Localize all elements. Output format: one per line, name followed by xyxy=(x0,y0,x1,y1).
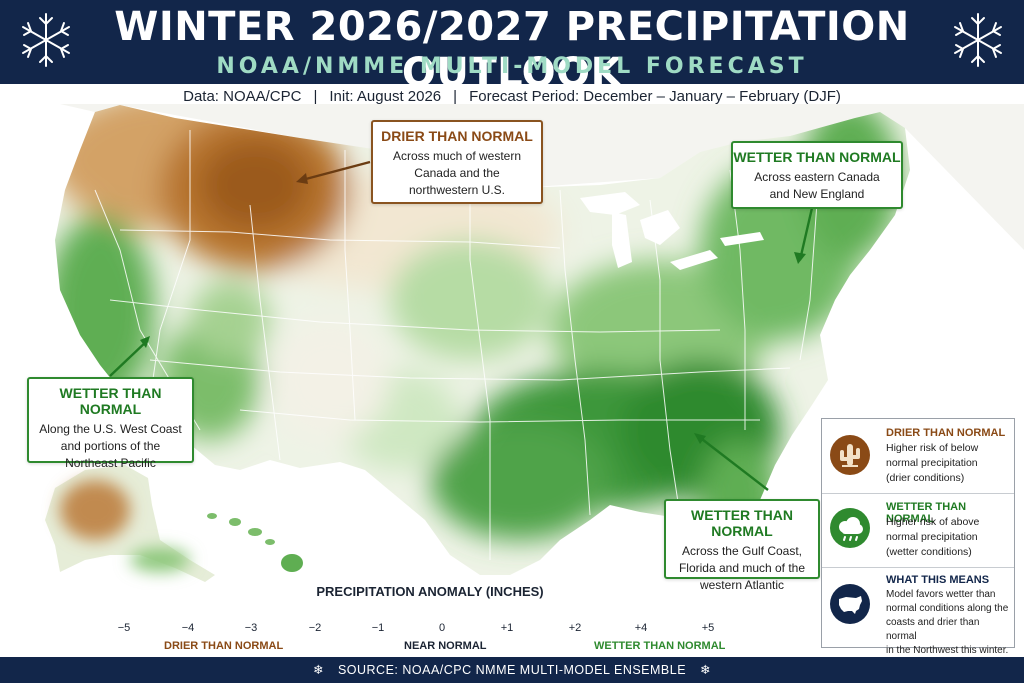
legend-row-meaning: WHAT THIS MEANS Model favors wetter than… xyxy=(822,567,1014,656)
callout-line: Across the Gulf Coast, xyxy=(681,544,803,558)
legend-line: (drier conditions) xyxy=(886,472,965,484)
legend-line: in the Northwest this winter. xyxy=(886,645,1009,656)
page-subtitle: NOAA/NMME MULTI-MODEL FORECAST xyxy=(216,54,808,79)
cactus-icon xyxy=(830,435,870,475)
legend-line: (wetter conditions) xyxy=(886,546,972,558)
legend-title: DRIER THAN NORMAL xyxy=(886,427,1006,439)
scale-tick-label: −2 xyxy=(308,622,322,634)
callout-title: DRIER THAN NORMAL xyxy=(381,128,533,144)
wetter-zone-label: WETTER THAN NORMAL xyxy=(594,640,726,652)
callout-line: Canada and the xyxy=(414,166,500,180)
scale-tick-label: 0 xyxy=(438,622,446,634)
callout-northwest-dry: DRIER THAN NORMAL Across much of western… xyxy=(371,120,543,204)
alaska-region xyxy=(45,465,215,582)
legend-title: WETTER THAN NORMAL xyxy=(886,501,967,525)
legend-line: normal conditions along the xyxy=(886,603,1009,614)
separator: | xyxy=(453,88,458,105)
scale-tick-label: −1 xyxy=(371,622,385,634)
data-source: Data: NOAA/CPC xyxy=(183,88,302,105)
arrow-northwest xyxy=(301,160,371,182)
arrow-gulf xyxy=(697,435,769,491)
callout-body: Across eastern Canada and New England xyxy=(733,169,901,203)
page-title: WINTER 2026/2027 PRECIPITATION OUTLOOK xyxy=(114,4,910,96)
callout-title: WETTER THAN NORMAL xyxy=(733,149,901,165)
scale-tick-label: −3 xyxy=(244,622,258,634)
init-date: Init: August 2026 xyxy=(329,88,442,105)
arrow-northeast xyxy=(798,207,814,261)
callout-line: Across eastern Canada xyxy=(754,170,880,184)
scale-tick-label: +2 xyxy=(568,622,582,634)
scale-tick-label: +4 xyxy=(634,622,648,634)
footer-bar: ❄ SOURCE: NOAA/CPC NMME MULTI-MODEL ENSE… xyxy=(0,657,1024,683)
legend-text: Higher risk of above normal precipitatio… xyxy=(886,515,1012,560)
callout-line: and portions of the xyxy=(60,439,161,453)
legend-row-wetter: WETTER THAN NORMAL Higher risk of above … xyxy=(822,493,1014,568)
callout-gulf-wet: WETTER THAN NORMAL Across the Gulf Coast… xyxy=(664,499,820,592)
snowflake-icon: ❄ xyxy=(312,663,324,677)
callout-line: Florida and much of the xyxy=(678,561,806,575)
callout-title: WETTER THAN NORMAL xyxy=(691,507,793,539)
callout-line: Along the U.S. West Coast xyxy=(39,422,182,436)
callout-title: WETTER THAN NORMAL xyxy=(59,385,162,417)
scale-tick-label: +5 xyxy=(701,622,715,634)
us-map-icon xyxy=(830,584,870,624)
legend-line: Model favors wetter than xyxy=(886,589,996,600)
rain-cloud-icon xyxy=(830,508,870,548)
snowflake-icon: ❄ xyxy=(700,663,712,677)
callout-line: Northeast Pacific xyxy=(65,456,156,470)
scale-tick-label: −4 xyxy=(181,622,195,634)
legend-line: coasts and drier than normal xyxy=(886,617,980,642)
callout-body: Across the Gulf Coast, Florida and much … xyxy=(666,543,818,594)
separator: | xyxy=(313,88,318,105)
callout-line: northwestern U.S. xyxy=(408,183,506,197)
callout-body: Across much of western Canada and the no… xyxy=(373,148,541,199)
legend-row-drier: DRIER THAN NORMAL Higher risk of below n… xyxy=(822,419,1014,493)
arrow-westcoast xyxy=(109,339,149,377)
great-lakes xyxy=(580,192,764,270)
callout-line: western Atlantic xyxy=(699,578,785,592)
legend-panel: DRIER THAN NORMAL Higher risk of below n… xyxy=(821,418,1015,656)
callout-line: Across much of western xyxy=(392,149,522,163)
legend-line: normal precipitation xyxy=(886,531,978,543)
legend-line: normal precipitation xyxy=(886,457,978,469)
header-banner: WINTER 2026/2027 PRECIPITATION OUTLOOK N… xyxy=(0,0,1024,96)
drier-zone-label: DRIER THAN NORMAL xyxy=(164,640,284,652)
scale-tick-label: +1 xyxy=(500,622,514,634)
legend-text: Model favors wetter than normal conditio… xyxy=(886,588,1012,658)
source-text: SOURCE: NOAA/CPC NMME MULTI-MODEL ENSEMB… xyxy=(337,663,687,677)
callout-arrows xyxy=(109,160,814,491)
callout-westcoast-wet: WETTER THAN NORMAL Along the U.S. West C… xyxy=(27,377,194,470)
callout-northeast-wet: WETTER THAN NORMAL Across eastern Canada… xyxy=(731,141,903,209)
callout-line: and New England xyxy=(769,187,865,201)
meta-line: Data: NOAA/CPC | Init: August 2026 | Forecas… xyxy=(0,88,1024,105)
snowflake-icon xyxy=(954,13,1002,67)
near-normal-label: NEAR NORMAL xyxy=(404,640,487,652)
hawaii-islands xyxy=(207,513,303,572)
scale-title: PRECIPITATION ANOMALY (INCHES) xyxy=(316,584,544,599)
legend-text: Higher risk of below normal precipitatio… xyxy=(886,441,1012,486)
legend-title: WHAT THIS MEANS xyxy=(886,574,990,586)
callout-body: Along the U.S. West Coast and portions o… xyxy=(29,421,192,472)
forecast-period: Forecast Period: December – January – Fe… xyxy=(469,88,841,105)
snowflake-icon xyxy=(22,13,70,67)
legend-line: Higher risk of above xyxy=(886,516,980,528)
legend-line: Higher risk of below xyxy=(886,442,979,454)
scale-tick-label: −5 xyxy=(117,622,131,634)
